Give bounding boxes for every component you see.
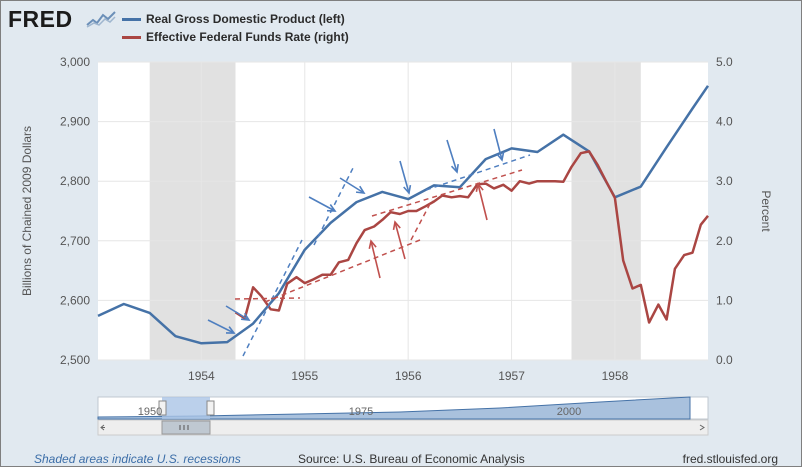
x-tick-label: 1958 [602, 369, 629, 383]
x-tick-label: 1957 [498, 369, 525, 383]
y-tick-label-right: 2.0 [716, 234, 733, 248]
annotation-arrow-red-head [475, 182, 484, 192]
x-tick-label: 1956 [395, 369, 422, 383]
trend-annotation-blue [425, 154, 531, 191]
annotation-arrow-blue-head [496, 151, 505, 162]
y-tick-label-left: 2,900 [60, 115, 90, 129]
scrollbar-thumb[interactable] [161, 420, 211, 435]
source-text: Source: U.S. Bureau of Economic Analysis [298, 452, 525, 466]
legend-swatch-ffr [122, 35, 141, 39]
navigator-handle-left[interactable] [158, 400, 167, 416]
x-tick-label: 1955 [291, 369, 318, 383]
y-tick-label-left: 3,000 [60, 55, 90, 69]
navigator-label: 2000 [557, 406, 581, 418]
annotation-arrow-blue-head [240, 312, 251, 321]
scroll-left-arrow-icon[interactable] [100, 424, 105, 431]
scroll-right-arrow-icon[interactable] [699, 424, 705, 431]
annotation-arrow-blue [225, 305, 250, 321]
annotation-arrow-blue-head [403, 184, 412, 195]
legend-item-gdp[interactable]: Real Gross Domestic Product (left) [122, 10, 349, 28]
legend-label-ffr: Effective Federal Funds Rate (right) [146, 30, 349, 44]
annotation-arrow-red-head [392, 220, 401, 231]
annotation-arrow-blue [207, 319, 235, 334]
trend-annotation-red [264, 239, 421, 303]
y-tick-label-right: 1.0 [716, 293, 733, 307]
y-tick-label-right: 0.0 [716, 353, 733, 367]
y-tick-label-right: 4.0 [716, 115, 733, 129]
legend-item-ffr[interactable]: Effective Federal Funds Rate (right) [122, 28, 349, 46]
annotation-arrow-red [477, 183, 488, 221]
navigator-series-area [97, 396, 691, 420]
series-line-ffr[interactable] [234, 150, 709, 324]
annotation-arrow-blue-head [225, 326, 236, 334]
annotation-arrow-blue-head [355, 185, 366, 194]
y-tick-label-right: 3.0 [716, 174, 733, 188]
recession-band [571, 62, 641, 360]
recession-note: Shaded areas indicate U.S. recessions [34, 452, 241, 466]
annotation-arrow-blue [339, 177, 365, 194]
scrollbar-track[interactable] [97, 419, 709, 436]
annotation-arrow-blue-head [450, 163, 459, 174]
recession-band [149, 62, 236, 360]
trend-annotation-red [410, 199, 433, 241]
trend-annotation-red [234, 297, 301, 300]
fred-chart-icon [86, 10, 116, 28]
annotation-arrow-blue [308, 196, 336, 212]
navigator-selection[interactable] [162, 397, 210, 419]
legend: Real Gross Domestic Product (left) Effec… [122, 10, 349, 46]
y-axis-title-right: Percent [759, 190, 773, 232]
annotation-arrow-blue [399, 160, 410, 194]
y-tick-label-left: 2,500 [60, 353, 90, 367]
y-axis-title-left: Billions of Chained 2009 Dollars [20, 126, 34, 296]
fred-logo[interactable]: FRED [8, 6, 73, 32]
annotation-arrow-red-head [368, 239, 377, 249]
navigator-label: 1950 [138, 406, 162, 418]
legend-swatch-gdp [122, 17, 141, 21]
scrollbar-grip-icon [179, 425, 189, 430]
annotation-arrow-red [394, 221, 406, 260]
annotation-arrow-blue-head [326, 204, 337, 212]
x-tick-label: 1954 [188, 369, 215, 383]
trend-annotation-red [371, 169, 523, 217]
y-tick-label-right: 5.0 [716, 55, 733, 69]
y-tick-label-left: 2,800 [60, 174, 90, 188]
navigator-label: 1975 [349, 406, 373, 418]
legend-label-gdp: Real Gross Domestic Product (left) [146, 12, 345, 26]
y-tick-label-left: 2,600 [60, 293, 90, 307]
annotation-arrow-red [370, 240, 381, 279]
annotation-arrow-blue [493, 128, 503, 161]
annotation-arrow-blue [446, 139, 458, 173]
y-tick-label-left: 2,700 [60, 234, 90, 248]
site-link[interactable]: fred.stlouisfed.org [682, 452, 778, 466]
navigator-handle-right[interactable] [206, 400, 215, 416]
